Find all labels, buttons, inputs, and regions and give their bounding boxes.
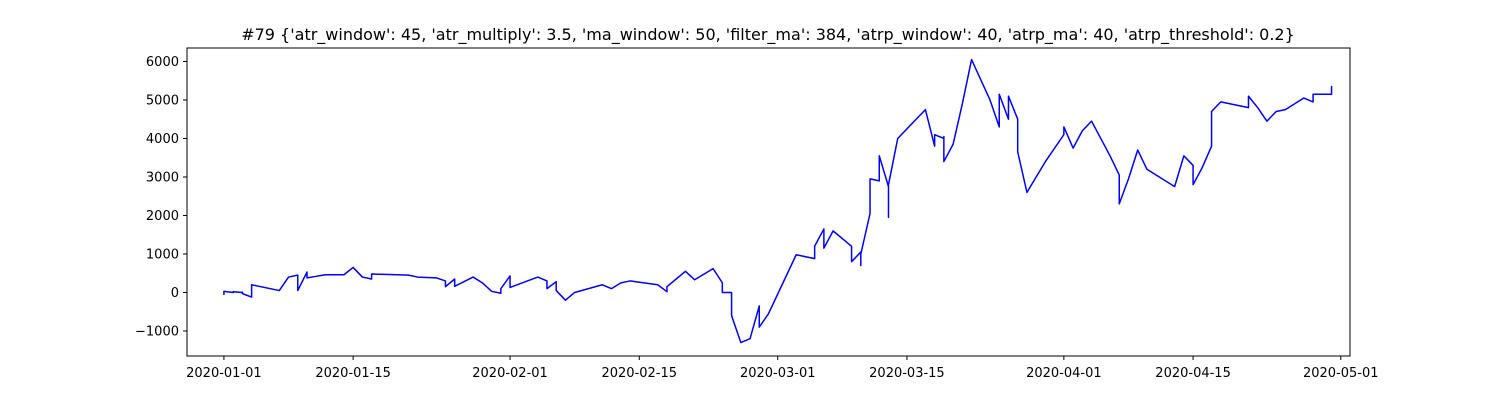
series-line: [223, 58, 1333, 344]
x-tick-label: 2020-02-15: [601, 366, 677, 381]
x-tick-label: 2020-01-01: [186, 366, 262, 381]
plot-frame: [186, 47, 1351, 357]
y-tick-label: 1000: [146, 247, 179, 262]
y-tick-label: 5000: [146, 93, 179, 108]
x-tick-label: 2020-05-01: [1303, 366, 1379, 381]
chart-title: #79 {'atr_window': 45, 'atr_multiply': 3…: [241, 25, 1295, 45]
y-tick-label: 4000: [146, 132, 179, 147]
x-tick-label: 2020-04-15: [1155, 366, 1231, 381]
x-tick-label: 2020-01-15: [315, 366, 391, 381]
y-tick-label: 0: [171, 286, 179, 301]
y-tick-label: −1000: [135, 324, 179, 339]
x-tick-label: 2020-04-01: [1026, 366, 1102, 381]
x-tick-label: 2020-03-15: [869, 366, 945, 381]
y-tick-label: 2000: [146, 209, 179, 224]
x-tick-label: 2020-02-01: [472, 366, 548, 381]
y-tick-label: 3000: [146, 170, 179, 185]
y-tick-label: 6000: [146, 55, 179, 70]
plot-area: [186, 47, 1351, 357]
x-tick-label: 2020-03-01: [740, 366, 816, 381]
x-axis: 2020-01-01 2020-01-15 2020-02-01 2020-02-15…: [186, 356, 1379, 381]
y-axis: −1000 0 1000 2000 3000 4000 5000 6000: [135, 55, 187, 339]
